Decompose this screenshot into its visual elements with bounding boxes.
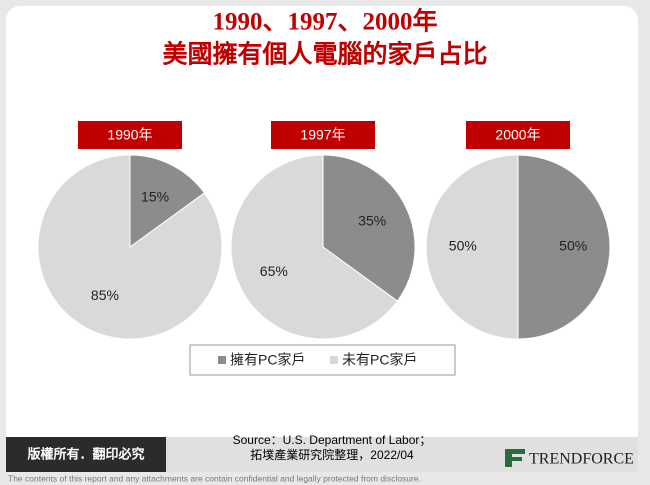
value-label: 85% <box>91 287 119 303</box>
value-label: 50% <box>449 238 477 254</box>
legend-label: 未有PC家戶 <box>342 352 417 368</box>
legend-swatch <box>330 356 338 364</box>
source: Source：U.S. Department of Labor； <box>233 433 432 447</box>
pie-title-box <box>271 121 375 149</box>
rights: 版權所有．翻印必究 <box>27 446 144 461</box>
title-line: 1990、1997、2000年 <box>212 7 437 36</box>
logo-icon <box>505 449 525 467</box>
pie-title: 2000年 <box>495 127 540 143</box>
logo: TRENDFORCE <box>529 451 634 468</box>
value-label: 50% <box>559 238 587 254</box>
title-line: 美國擁有個人電腦的家戶占比 <box>162 40 487 69</box>
rights-box <box>6 437 166 472</box>
disclaimer: The contents of this report and any atta… <box>8 473 421 483</box>
value-label: 15% <box>141 189 169 205</box>
pie-slice <box>37 154 223 340</box>
pie-title-box <box>466 121 570 149</box>
pie-slice <box>230 154 399 340</box>
pie-title: 1997年 <box>300 127 345 143</box>
value-label: 35% <box>358 213 386 229</box>
pie-title-box <box>78 121 182 149</box>
source: 拓墣產業研究院整理，2022/04 <box>250 447 414 462</box>
pie-slice <box>517 154 611 340</box>
pie-title: 1990年 <box>107 127 152 143</box>
legend-swatch <box>218 356 226 364</box>
legend-box <box>189 344 456 376</box>
pie-slice <box>322 154 416 302</box>
legend-label: 擁有PC家戶 <box>230 352 305 368</box>
value-label: 65% <box>260 263 288 279</box>
pie-slice <box>129 154 206 248</box>
pie-slice <box>425 154 519 340</box>
legend: 擁有PC家戶 未有PC家戶 <box>218 352 417 368</box>
